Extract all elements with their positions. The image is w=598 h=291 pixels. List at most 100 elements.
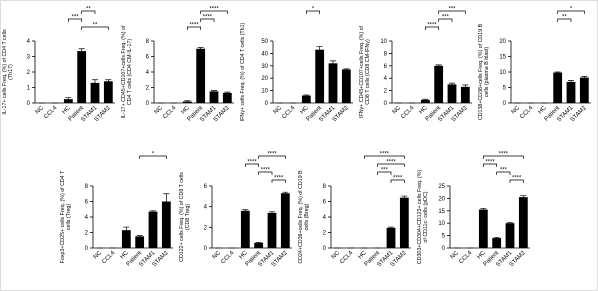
significance-label: * — [152, 152, 155, 158]
x-tick-label: NC — [93, 250, 104, 261]
chart-panel: CD303+CD304+CD123+ cells Freq. (%) of CD… — [417, 146, 536, 290]
y-axis-label: CD24+CD38+cells Freq. (%) of CD19 B cell… — [298, 170, 310, 264]
y-tick-label: 30 — [261, 64, 268, 70]
significance-label: **** — [274, 176, 284, 182]
significance-label: **** — [386, 160, 396, 166]
significance-label: *** — [442, 15, 450, 21]
error-bar — [211, 90, 217, 93]
y-tick-label: 15 — [499, 55, 506, 61]
significance-label: *** — [448, 7, 456, 13]
significance-label: *** — [500, 168, 508, 174]
x-tick-label: NC — [212, 250, 223, 261]
y-tick-label: 6 — [146, 55, 150, 61]
significance-bracket — [139, 155, 167, 159]
error-bar — [462, 84, 469, 89]
error-bar — [123, 226, 130, 234]
x-tick-label: NC — [273, 105, 284, 116]
y-tick-label: 15 — [438, 209, 445, 215]
y-tick-label: 1 — [27, 86, 31, 92]
y-tick-label: 2 — [323, 231, 327, 237]
significance-bracket — [482, 155, 524, 159]
significance-bracket — [438, 10, 466, 14]
bar — [90, 82, 100, 103]
bar — [148, 211, 158, 248]
significance-bracket — [258, 155, 286, 159]
significance-label: **** — [512, 176, 522, 182]
y-tick-label: 0 — [146, 101, 150, 107]
x-tick-label: NC — [154, 105, 165, 116]
significance-label: * — [570, 7, 573, 13]
bar — [222, 92, 232, 103]
bar — [301, 95, 311, 103]
y-tick-label: 20 — [438, 196, 445, 202]
y-tick-label: 2 — [27, 70, 31, 76]
significance-bracket — [390, 179, 405, 183]
y-tick-label: 6 — [384, 64, 388, 70]
error-bar — [269, 211, 275, 214]
significance-label: **** — [380, 152, 390, 158]
x-tick-label: NC — [511, 105, 522, 116]
significance-bracket — [67, 18, 83, 22]
bar — [447, 84, 457, 103]
error-bar — [520, 195, 527, 199]
y-tick-label: 0 — [204, 246, 208, 252]
chart-panel: IFNγ+ CD45+CD107+cells Freq. (%) of CD8 … — [359, 1, 478, 145]
y-tick-label: 5 — [503, 86, 507, 92]
x-tick-label: HC — [476, 250, 487, 261]
significance-bracket — [377, 163, 405, 167]
x-tick-label: HC — [537, 105, 548, 116]
bar — [315, 49, 325, 103]
y-tick-label: 2 — [384, 89, 388, 95]
y-tick-label: 3 — [27, 55, 31, 61]
significance-label: **** — [209, 7, 219, 13]
bar — [341, 69, 351, 103]
significance-label: **** — [427, 23, 437, 29]
y-tick-label: 4 — [204, 205, 208, 211]
error-bar — [65, 97, 72, 101]
y-axis-label: CD303+CD304+CD123+ cells Freq. (%) of CD… — [417, 169, 429, 265]
significance-bracket — [509, 179, 524, 183]
error-bar — [136, 235, 143, 238]
y-tick-label: 6 — [204, 184, 208, 190]
y-tick-label: 10 — [261, 89, 268, 95]
x-tick-label: CCL4 — [339, 250, 355, 266]
bar — [505, 223, 515, 248]
significance-label: **** — [267, 152, 277, 158]
significance-bracket — [557, 10, 585, 14]
bar — [566, 81, 576, 103]
y-tick-label: 20 — [499, 39, 506, 45]
error-bar — [568, 80, 574, 84]
error-bar — [197, 47, 204, 50]
y-tick-label: 50 — [261, 39, 268, 45]
significance-bracket — [482, 163, 498, 167]
chart-panel: CD138+CD38+cells Freq. (%) of CD19 B cel… — [478, 1, 597, 145]
significance-label: ** — [562, 15, 567, 21]
y-tick-label: 0 — [265, 101, 269, 107]
error-bar — [163, 193, 170, 210]
x-tick-label: CCL4 — [43, 105, 59, 121]
x-tick-label: HC — [418, 105, 429, 116]
chart-panel: IL-17+ cells Freq. (%) of CD4 T cells (T… — [2, 1, 121, 145]
bar — [77, 51, 87, 103]
significance-bracket — [438, 18, 453, 22]
error-bar — [435, 64, 442, 67]
error-bar — [449, 82, 455, 86]
y-tick-label: 2 — [146, 86, 150, 92]
x-tick-label: CCL4 — [281, 105, 297, 121]
y-tick-label: 40 — [261, 51, 268, 57]
y-tick-label: 6 — [85, 200, 89, 206]
x-tick-label: HC — [299, 105, 310, 116]
significance-label: **** — [261, 168, 271, 174]
y-axis-label: Foxp3+CD25+ cells Freq. (%) of CD4 T cel… — [60, 170, 72, 264]
x-tick-label: CCL4 — [101, 250, 117, 266]
y-tick-label: 8 — [85, 184, 89, 190]
y-tick-label: 6 — [323, 200, 327, 206]
x-tick-label: HC — [180, 105, 191, 116]
